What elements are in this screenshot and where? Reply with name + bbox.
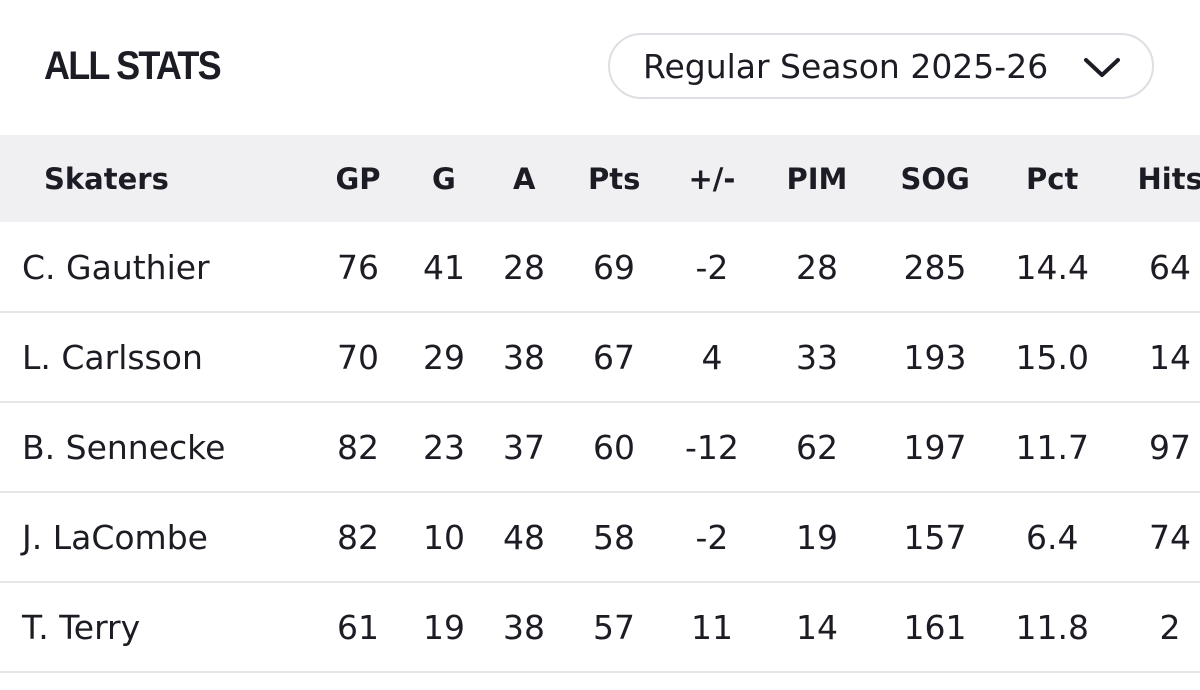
column-header[interactable]: +/- xyxy=(688,162,736,196)
stat-cell: 37 xyxy=(503,427,545,467)
stat-cell: 161 xyxy=(903,607,967,647)
stat-cell: 33 xyxy=(796,337,838,377)
season-select[interactable]: Regular Season 2025-26 xyxy=(608,33,1154,99)
stat-cell: 29 xyxy=(423,337,465,377)
column-header[interactable]: Skaters xyxy=(44,162,169,196)
stat-cell: 14 xyxy=(796,607,838,647)
stat-cell: 64 xyxy=(1149,247,1191,287)
stat-cell: 2 xyxy=(1159,607,1181,647)
row-divider xyxy=(0,401,1200,403)
player-name[interactable]: J. LaCombe xyxy=(22,517,208,557)
stat-cell: 70 xyxy=(337,337,379,377)
row-divider xyxy=(0,491,1200,493)
stat-cell: -12 xyxy=(685,427,739,467)
column-header[interactable]: GP xyxy=(335,162,381,196)
stat-cell: 67 xyxy=(593,337,635,377)
stat-cell: 28 xyxy=(503,247,545,287)
stat-cell: 6.4 xyxy=(1026,517,1079,557)
stat-cell: 285 xyxy=(903,247,967,287)
stat-cell: 157 xyxy=(903,517,967,557)
stat-cell: 14 xyxy=(1149,337,1191,377)
stat-cell: 76 xyxy=(337,247,379,287)
stat-cell: 19 xyxy=(796,517,838,557)
column-header[interactable]: PIM xyxy=(786,162,848,196)
player-name[interactable]: B. Sennecke xyxy=(22,427,226,467)
stat-cell: 74 xyxy=(1149,517,1191,557)
column-header[interactable]: Pct xyxy=(1026,162,1079,196)
stat-cell: 28 xyxy=(796,247,838,287)
table-header xyxy=(0,135,1200,222)
row-divider xyxy=(0,311,1200,313)
stat-cell: 57 xyxy=(593,607,635,647)
column-header[interactable]: Pts xyxy=(588,162,641,196)
column-header[interactable]: A xyxy=(513,162,536,196)
stat-cell: 4 xyxy=(701,337,723,377)
player-name[interactable]: L. Carlsson xyxy=(22,337,203,377)
stat-cell: 41 xyxy=(423,247,465,287)
page-title: ALL STATS xyxy=(44,44,222,88)
stat-cell: -2 xyxy=(695,517,729,557)
column-header[interactable]: SOG xyxy=(900,162,970,196)
player-name[interactable]: T. Terry xyxy=(22,607,141,647)
column-header[interactable]: G xyxy=(432,162,456,196)
stat-cell: 38 xyxy=(503,337,545,377)
stat-cell: 61 xyxy=(337,607,379,647)
stat-cell: 23 xyxy=(423,427,465,467)
row-divider xyxy=(0,671,1200,673)
stat-cell: 197 xyxy=(903,427,967,467)
stat-cell: 38 xyxy=(503,607,545,647)
stat-cell: 60 xyxy=(593,427,635,467)
stat-cell: 62 xyxy=(796,427,838,467)
stat-cell: 10 xyxy=(423,517,465,557)
stat-cell: 11.7 xyxy=(1015,427,1089,467)
stat-cell: 15.0 xyxy=(1015,337,1089,377)
stat-cell: 14.4 xyxy=(1015,247,1089,287)
season-select-label: Regular Season 2025-26 xyxy=(643,47,1049,86)
stat-cell: 58 xyxy=(593,517,635,557)
stat-cell: 48 xyxy=(503,517,545,557)
stat-cell: 82 xyxy=(337,517,379,557)
stat-cell: 97 xyxy=(1149,427,1191,467)
stat-cell: 19 xyxy=(423,607,465,647)
stat-cell: -2 xyxy=(695,247,729,287)
stat-cell: 11 xyxy=(691,607,733,647)
row-divider xyxy=(0,581,1200,583)
stat-cell: 69 xyxy=(593,247,635,287)
stat-cell: 11.8 xyxy=(1015,607,1089,647)
stat-cell: 193 xyxy=(903,337,967,377)
chevron-icon xyxy=(1084,58,1120,77)
stat-cell: 82 xyxy=(337,427,379,467)
player-name[interactable]: C. Gauthier xyxy=(22,247,210,287)
column-header[interactable]: Hits xyxy=(1137,162,1200,196)
